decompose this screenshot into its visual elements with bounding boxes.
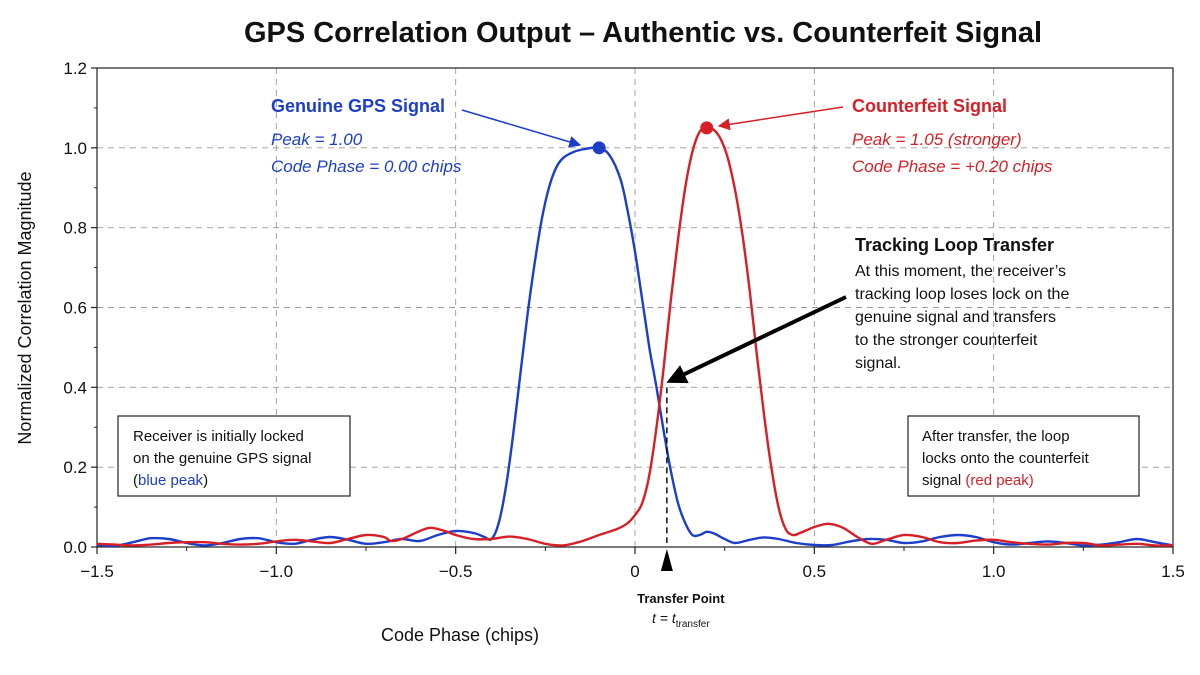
tracking-line-4: to the stronger counterfeit <box>855 332 1038 349</box>
tracking-line-5: signal. <box>855 355 901 372</box>
counterfeit-phase-text: Code Phase = +0.20 chips <box>852 157 1053 176</box>
x-tick-label: 1.5 <box>1161 562 1185 581</box>
series-lines <box>96 121 1174 548</box>
genuine-annotation: Genuine GPS Signal Peak = 1.00 Code Phas… <box>271 96 582 176</box>
genuine-peak-marker <box>592 141 606 155</box>
genuine-phase-text: Code Phase = 0.00 chips <box>271 157 462 176</box>
tracking-line-1: At this moment, the receiver’s <box>855 263 1066 280</box>
left-info-box: Receiver is initially locked on the genu… <box>117 415 351 497</box>
axis-ticks: 0.0 0.2 0.4 0.6 0.8 1.0 1.2 −1.5 −1.0 −0.5 0 0.5 1.0… <box>63 59 1184 581</box>
tracking-pointer-arrow <box>666 295 847 384</box>
y-tick-label: 0.0 <box>63 538 87 557</box>
left-box-line-1: Receiver is initially locked <box>133 428 304 445</box>
counterfeit-heading: Counterfeit Signal <box>852 96 1007 116</box>
genuine-heading: Genuine GPS Signal <box>271 96 445 116</box>
plot-frame <box>96 67 1174 548</box>
y-tick-label: 0.6 <box>63 299 87 318</box>
left-box-line-2: on the genuine GPS signal <box>133 450 311 467</box>
transfer-point-equation: t = ttransfer <box>652 610 710 630</box>
x-tick-label: 0.5 <box>803 562 827 581</box>
x-tick-label: 1.0 <box>982 562 1006 581</box>
genuine-series-line <box>96 146 1174 548</box>
counterfeit-pointer-arrow <box>717 106 844 131</box>
counterfeit-annotation: Counterfeit Signal Peak = 1.05 (stronger… <box>717 96 1053 176</box>
counterfeit-series-line <box>96 126 1174 547</box>
left-box-line-3: (blue peak) <box>133 472 208 489</box>
x-tick-label: −0.5 <box>439 562 473 581</box>
x-tick-label: 0 <box>630 562 639 581</box>
genuine-peak-text: Peak = 1.00 <box>271 130 363 149</box>
right-info-box: After transfer, the loop locks onto the … <box>907 415 1140 497</box>
counterfeit-peak-marker <box>700 121 714 135</box>
x-tick-label: −1.0 <box>260 562 294 581</box>
y-tick-label: 0.4 <box>63 378 87 397</box>
tracking-heading: Tracking Loop Transfer <box>855 235 1054 255</box>
y-tick-label: 0.8 <box>63 219 87 238</box>
transfer-point: Transfer Point t = ttransfer <box>637 387 725 630</box>
tracking-line-2: tracking loop loses lock on the <box>855 286 1069 303</box>
chart-title: GPS Correlation Output – Authentic vs. C… <box>244 17 1042 49</box>
transfer-point-label: Transfer Point <box>637 591 725 606</box>
y-axis-label: Normalized Correlation Magnitude <box>15 171 35 444</box>
y-tick-label: 1.0 <box>63 139 87 158</box>
y-tick-label: 1.2 <box>63 59 87 78</box>
tracking-line-3: genuine signal and transfers <box>855 309 1056 326</box>
tracking-annotation: Tracking Loop Transfer At this moment, t… <box>666 235 1069 384</box>
grid-lines <box>97 68 1173 547</box>
transfer-up-arrow <box>660 549 673 571</box>
x-tick-label: −1.5 <box>80 562 114 581</box>
x-axis-label: Code Phase (chips) <box>381 625 539 645</box>
genuine-pointer-arrow <box>461 109 582 148</box>
right-box-line-1: After transfer, the loop <box>922 428 1070 445</box>
right-box-line-2: locks onto the counterfeit <box>922 450 1090 467</box>
y-tick-label: 0.2 <box>63 458 87 477</box>
right-box-line-3: signal (red peak) <box>922 472 1034 489</box>
counterfeit-peak-text: Peak = 1.05 (stronger) <box>852 130 1022 149</box>
